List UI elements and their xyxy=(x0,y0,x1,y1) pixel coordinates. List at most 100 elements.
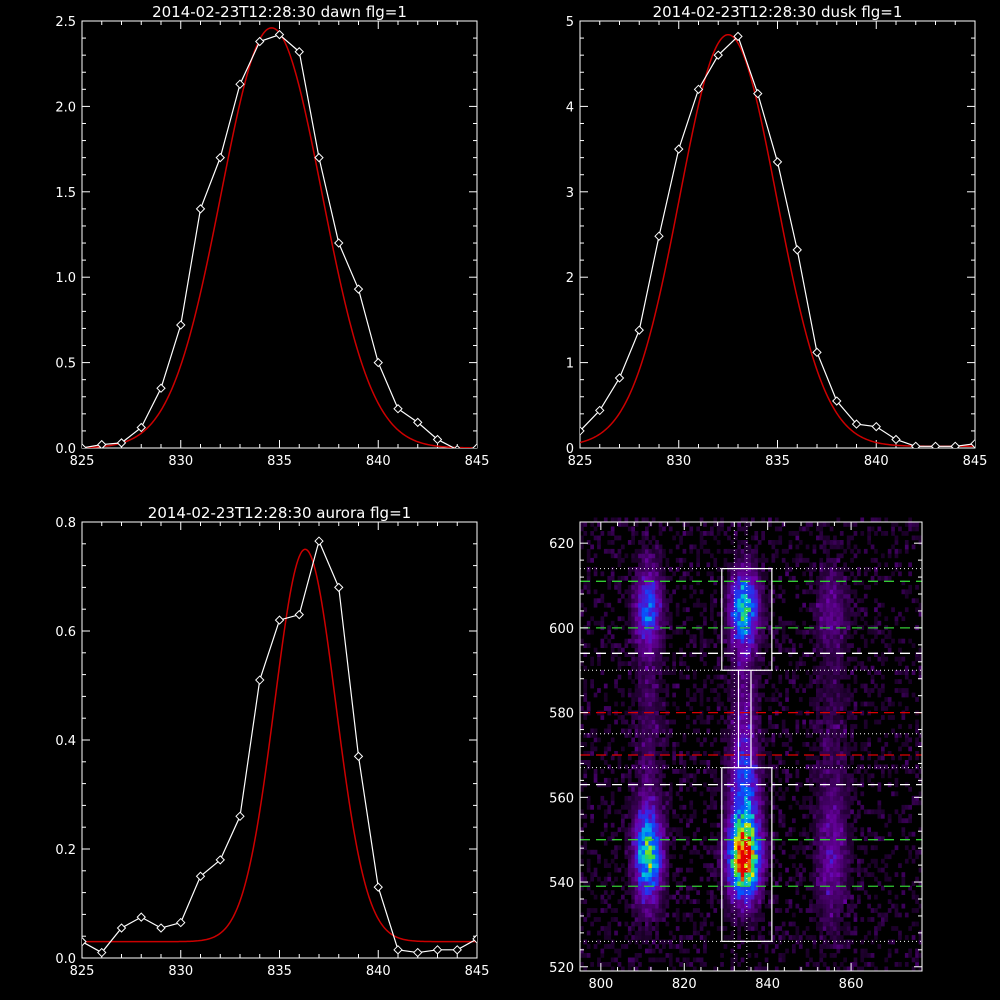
heat-cell xyxy=(761,849,765,855)
heat-cell xyxy=(737,831,741,837)
heat-cell xyxy=(846,786,851,792)
heat-cell xyxy=(662,575,666,581)
heat-cell xyxy=(812,701,817,707)
heat-cell xyxy=(716,885,721,891)
heat-cell xyxy=(785,742,789,747)
heat-cell xyxy=(631,697,635,702)
heat-cell xyxy=(761,760,765,765)
heat-cell xyxy=(689,575,694,581)
heat-cell xyxy=(645,670,649,675)
heat-cell xyxy=(641,818,646,824)
heat-cell xyxy=(727,589,731,595)
heat-cell xyxy=(785,751,789,756)
heat-cell xyxy=(727,566,731,572)
heat-cell xyxy=(894,656,899,662)
heat-cell xyxy=(648,791,653,797)
heat-cell xyxy=(822,872,827,877)
heat-cell xyxy=(583,665,588,671)
heat-cell xyxy=(631,607,635,613)
heat-cell xyxy=(634,822,639,828)
heat-cell xyxy=(860,607,865,613)
heat-cell xyxy=(665,809,670,815)
heat-cell xyxy=(638,849,642,855)
heat-cell xyxy=(641,804,646,810)
heat-cell xyxy=(867,863,871,868)
heat-cell xyxy=(641,724,646,729)
heat-cell xyxy=(723,890,728,895)
heat-cell xyxy=(816,926,820,931)
heat-cell xyxy=(610,656,615,662)
heat-cell xyxy=(795,665,800,671)
heat-cell xyxy=(651,840,656,846)
heat-cell xyxy=(751,611,755,617)
y-tick-label: 1.5 xyxy=(55,186,76,201)
heat-cell xyxy=(754,674,759,680)
heat-cell xyxy=(816,755,820,761)
heat-cell xyxy=(833,849,837,855)
heat-cell xyxy=(686,912,690,918)
heat-cell xyxy=(716,638,721,644)
heat-cell xyxy=(836,840,841,846)
heat-cell xyxy=(638,710,642,716)
heat-cell xyxy=(846,777,851,783)
heat-cell xyxy=(737,593,741,599)
heat-cell xyxy=(710,872,714,877)
heat-cell xyxy=(713,697,718,702)
heat-cell xyxy=(833,697,837,702)
heat-cell xyxy=(733,607,738,613)
data-point xyxy=(215,855,225,865)
heat-cell xyxy=(627,926,632,931)
heat-cell xyxy=(757,566,762,572)
heat-cell xyxy=(668,786,673,792)
heat-cell xyxy=(754,800,759,806)
heat-cell xyxy=(863,571,868,577)
heat-cell xyxy=(826,926,830,931)
heat-cell xyxy=(638,688,642,693)
heat-cell xyxy=(634,872,639,877)
heat-cell xyxy=(686,629,690,635)
heat-cell xyxy=(887,831,892,837)
heat-cell xyxy=(730,854,735,860)
heat-cell xyxy=(679,661,683,666)
heat-cell xyxy=(850,930,854,936)
heat-cell xyxy=(850,822,854,828)
heat-cell xyxy=(833,575,837,581)
heat-cell xyxy=(583,607,588,613)
heat-cell xyxy=(877,764,882,770)
heat-cell xyxy=(833,953,837,958)
heat-cell xyxy=(881,575,885,581)
heat-cell xyxy=(846,791,851,797)
heat-cell xyxy=(829,782,834,788)
heat-cell xyxy=(898,930,902,936)
heat-cell xyxy=(600,881,605,886)
heat-cell xyxy=(881,764,885,770)
heat-cell xyxy=(730,715,735,720)
heat-cell xyxy=(655,701,659,707)
heat-cell xyxy=(627,836,632,842)
heat-cell xyxy=(812,746,817,752)
heat-cell xyxy=(853,724,858,729)
heat-cell xyxy=(757,944,762,949)
heat-cell xyxy=(839,674,844,680)
heat-cell xyxy=(645,589,649,595)
heat-cell xyxy=(624,764,629,770)
heat-cell xyxy=(826,566,830,572)
heat-cell xyxy=(648,629,653,635)
heat-cell xyxy=(747,827,752,833)
heat-cell xyxy=(737,764,741,770)
heat-cell xyxy=(843,643,847,648)
heat-cell xyxy=(655,813,659,819)
heat-cell xyxy=(833,881,837,886)
heat-cell xyxy=(651,656,656,662)
heat-cell xyxy=(822,822,827,828)
heat-cell xyxy=(781,818,786,824)
heat-cell xyxy=(747,885,752,891)
heat-cell xyxy=(757,679,762,684)
heat-cell xyxy=(648,602,653,608)
heat-cell xyxy=(737,804,741,810)
heat-cell xyxy=(788,827,793,833)
heat-cell xyxy=(771,800,776,806)
heat-cell xyxy=(580,809,584,815)
heat-cell xyxy=(764,607,769,613)
heat-cell xyxy=(846,840,851,846)
